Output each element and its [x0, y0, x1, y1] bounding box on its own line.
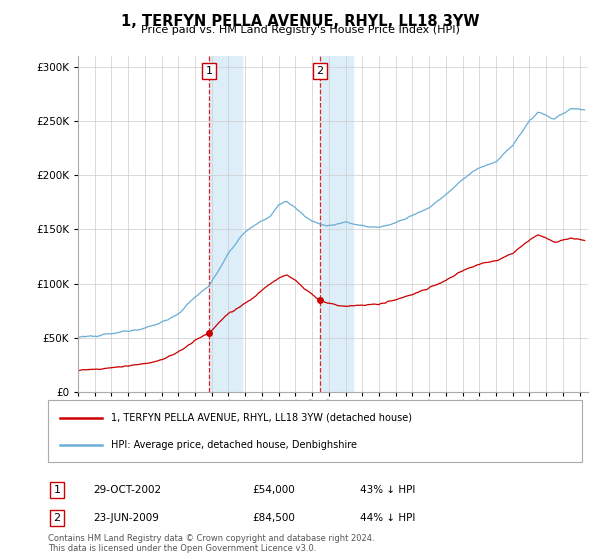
- Text: Price paid vs. HM Land Registry's House Price Index (HPI): Price paid vs. HM Land Registry's House …: [140, 25, 460, 35]
- Text: 29-OCT-2002: 29-OCT-2002: [93, 485, 161, 495]
- Text: 43% ↓ HPI: 43% ↓ HPI: [360, 485, 415, 495]
- Text: 1: 1: [205, 66, 212, 76]
- Text: 44% ↓ HPI: 44% ↓ HPI: [360, 513, 415, 523]
- Bar: [209, 56, 242, 392]
- Text: 1: 1: [53, 485, 61, 495]
- Text: HPI: Average price, detached house, Denbighshire: HPI: Average price, detached house, Denb…: [111, 440, 357, 450]
- Text: 23-JUN-2009: 23-JUN-2009: [93, 513, 159, 523]
- Text: 2: 2: [316, 66, 323, 76]
- Text: £54,000: £54,000: [252, 485, 295, 495]
- Bar: [320, 56, 353, 392]
- Text: 2: 2: [53, 513, 61, 523]
- Text: Contains HM Land Registry data © Crown copyright and database right 2024.
This d: Contains HM Land Registry data © Crown c…: [48, 534, 374, 553]
- Text: £84,500: £84,500: [252, 513, 295, 523]
- Text: 1, TERFYN PELLA AVENUE, RHYL, LL18 3YW: 1, TERFYN PELLA AVENUE, RHYL, LL18 3YW: [121, 14, 479, 29]
- Text: 1, TERFYN PELLA AVENUE, RHYL, LL18 3YW (detached house): 1, TERFYN PELLA AVENUE, RHYL, LL18 3YW (…: [111, 413, 412, 423]
